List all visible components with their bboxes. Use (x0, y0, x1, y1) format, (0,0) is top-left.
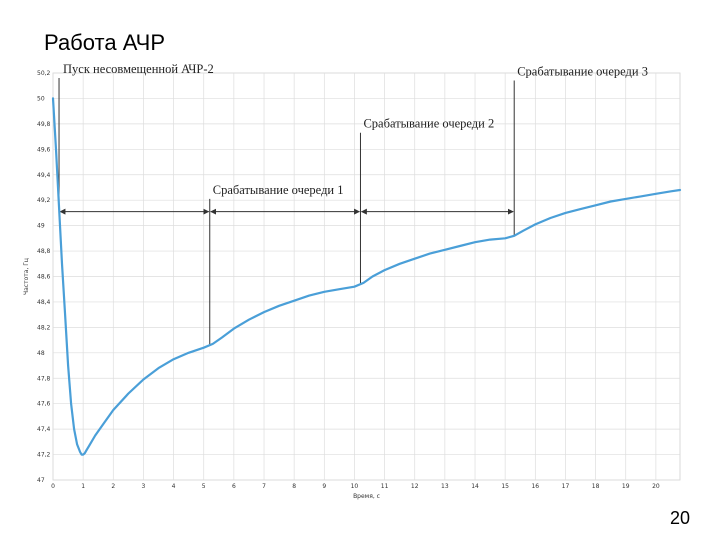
y-tick-label: 47,2 (37, 452, 51, 459)
y-tick-label: 48,6 (37, 274, 51, 281)
x-tick-label: 14 (471, 483, 479, 490)
x-tick-label: 8 (292, 483, 296, 490)
y-tick-label: 48 (37, 350, 45, 357)
x-tick-label: 5 (202, 483, 206, 490)
x-tick-label: 9 (322, 483, 326, 490)
y-tick-label: 49,6 (37, 146, 51, 153)
annotations: Пуск несовмещенной АЧР-2 Срабатывание оче… (63, 62, 648, 197)
x-tick-label: 20 (652, 483, 660, 490)
y-tick-label: 47,4 (37, 426, 51, 433)
y-tick-label: 50,2 (37, 70, 51, 77)
series (51, 97, 682, 456)
y-tick-label: 49,4 (37, 172, 51, 179)
event-marker-label: Пуск несовмещенной АЧР-2 (63, 62, 214, 76)
x-tick-label: 7 (262, 483, 266, 490)
y-tick-label: 48,4 (37, 299, 51, 306)
x-tick-label: 18 (592, 483, 600, 490)
event-marker-label: Срабатывание очереди 3 (517, 65, 648, 79)
grid (52, 72, 681, 481)
x-tick-label: 12 (411, 483, 419, 490)
frequency-series-line (51, 97, 682, 456)
y-tick-label: 49,2 (37, 197, 51, 204)
y-axis-title: Частота, Гц (23, 258, 30, 295)
x-tick-label: 16 (531, 483, 539, 490)
y-tick-label: 48,8 (37, 248, 51, 255)
x-tick-label: 2 (111, 483, 115, 490)
y-tick-label: 47 (37, 477, 45, 484)
x-tick-label: 4 (172, 483, 176, 490)
x-tick-label: 17 (562, 483, 570, 490)
y-tick-label: 50 (37, 95, 45, 102)
y-tick-label: 49 (37, 223, 45, 230)
x-tick-label: 6 (232, 483, 236, 490)
y-tick-label: 47,8 (37, 375, 51, 382)
axes: 0 1 2 3 4 5 6 7 8 9 10 11 12 13 14 15 16 17 18 19 204747,247… (23, 70, 660, 500)
x-axis-title: Время, с (353, 493, 380, 500)
event-marker-label: Срабатывание очереди 1 (213, 183, 344, 197)
y-tick-label: 47,6 (37, 401, 51, 408)
x-tick-label: 15 (501, 483, 509, 490)
page-number: 20 (669, 508, 690, 528)
x-tick-label: 1 (81, 483, 85, 490)
x-tick-label: 13 (441, 483, 449, 490)
x-tick-label: 19 (622, 483, 630, 490)
event-markers (58, 78, 515, 346)
x-tick-label: 10 (351, 483, 359, 490)
x-tick-label: 11 (381, 483, 389, 490)
x-tick-label: 0 (51, 483, 55, 490)
x-tick-label: 3 (142, 483, 146, 490)
event-marker-label: Срабатывание очереди 2 (363, 117, 494, 131)
slide-title: Работа АЧР (44, 30, 165, 55)
y-tick-label: 49,8 (37, 121, 51, 128)
y-tick-label: 48,2 (37, 324, 51, 331)
